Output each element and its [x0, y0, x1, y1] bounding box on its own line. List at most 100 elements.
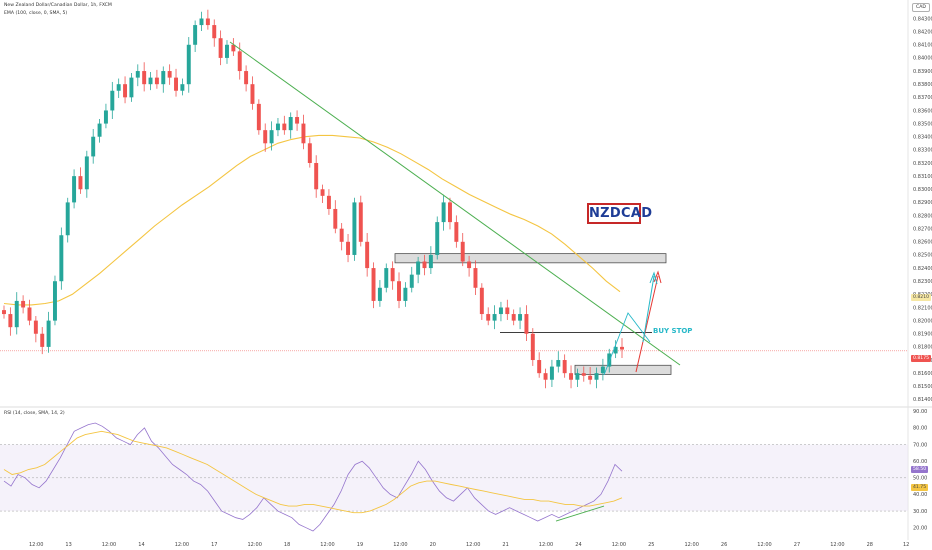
candle-body [180, 84, 185, 91]
buy-stop-label: BUY STOP [653, 327, 693, 335]
price-tick-label: 0.82600 [913, 240, 932, 246]
time-tick-label: 14 [138, 542, 144, 548]
price-tick-label: 0.82100 [913, 305, 932, 311]
price-tick-label: 0.84100 [913, 43, 932, 49]
candle-body [275, 123, 280, 131]
candle-body [193, 25, 198, 45]
candle-body [135, 71, 140, 78]
symbol-title: New Zealand Dollar/Canadian Dollar, 1h, … [4, 3, 112, 8]
candle-body [212, 25, 217, 39]
time-tick-label: 12:00 [466, 542, 480, 548]
candle-body [371, 268, 376, 301]
time-tick-label: 24 [575, 542, 581, 548]
rsi-box-value: 58.50 [911, 466, 929, 473]
candle-body [562, 360, 567, 374]
candle-body [59, 235, 64, 282]
price-tick-label: 0.83400 [913, 135, 932, 141]
candle-body [492, 314, 497, 321]
time-tick-label: 26 [721, 542, 727, 548]
candle-body [511, 314, 516, 321]
price-tick-label: 0.83000 [913, 187, 932, 193]
rsi-line [3, 422, 623, 532]
price-tick-label: 0.83600 [913, 108, 932, 114]
ema-line [3, 134, 621, 306]
candle-body [263, 130, 268, 144]
candle-body [282, 123, 287, 131]
price-tick-label: 0.84200 [913, 29, 932, 35]
candle-body [486, 314, 491, 321]
candle-body [530, 333, 535, 361]
price-tick-label: 0.84300 [913, 16, 932, 22]
candle-body [97, 123, 102, 137]
candle-body [326, 195, 331, 209]
candle-body [620, 346, 624, 350]
candle-body [301, 123, 306, 144]
candle-body [110, 90, 115, 111]
candle-body [231, 44, 236, 52]
candle-body [72, 176, 77, 203]
candle-body [225, 44, 229, 58]
price-tick-label: 0.81600 [913, 371, 932, 377]
candle-body [244, 71, 249, 85]
rsi-box-ma: 41.75 [911, 484, 929, 491]
candle-body [91, 136, 96, 157]
candle-body [65, 202, 70, 236]
ema-indicator-label: EMA (100, close, 0, SMA, 5) [4, 11, 68, 16]
price-tick-label: 0.83500 [913, 121, 932, 127]
time-tick-label: 12:00 [685, 542, 699, 548]
time-tick-label: 12:00 [29, 542, 43, 548]
candle-body [384, 268, 389, 288]
candle-body [167, 71, 172, 78]
time-tick-label: 12:00 [248, 542, 262, 548]
candle-body [314, 162, 319, 190]
rsi-tick-label: 80.00 [913, 426, 927, 432]
bullish-arrow-cyan [642, 275, 655, 343]
candle-body [428, 254, 433, 269]
rsi-tick-label: 30.00 [913, 509, 927, 515]
rsi-tick-label: 20.00 [913, 525, 927, 531]
price-tick-label: 0.82000 [913, 318, 932, 324]
time-tick-label: 28 [867, 542, 873, 548]
price-tick-label: 0.82700 [913, 226, 932, 232]
rsi-tick-label: 60.00 [913, 459, 927, 465]
time-tick-label: 17 [211, 542, 217, 548]
candle-body [199, 18, 204, 26]
rsi-tick-label: 40.00 [913, 492, 927, 498]
candle-body [403, 287, 408, 301]
candle-body [358, 202, 363, 242]
candle-body [333, 208, 338, 229]
time-tick-label: 12:00 [830, 542, 844, 548]
candle-body [27, 307, 32, 321]
candle-body [46, 320, 51, 347]
candle-body [588, 375, 593, 380]
candle-body [473, 268, 478, 288]
candle-body [103, 110, 108, 124]
price-tick-label: 0.81800 [913, 345, 932, 351]
price-tick-label: 0.81400 [913, 397, 932, 403]
time-tick-label: 25 [648, 542, 654, 548]
candle-body [320, 189, 325, 196]
candle-body [467, 261, 472, 269]
candle-body [21, 300, 26, 308]
time-tick-label: 18 [284, 542, 290, 548]
candle-body [14, 300, 19, 328]
downtrend-line [229, 41, 681, 366]
candle-body [600, 366, 605, 374]
candle-body [288, 117, 293, 131]
candle-body [460, 241, 465, 262]
time-tick-label: 12:00 [175, 542, 189, 548]
candle-body [129, 77, 134, 98]
candle-body [556, 360, 561, 367]
projection-path [603, 312, 651, 376]
candle-body [441, 202, 446, 223]
candle-body [498, 307, 503, 315]
candle-body [409, 274, 414, 288]
price-tick-label: 0.82800 [913, 213, 932, 219]
candle-body [435, 222, 440, 255]
support-resistance-zone [574, 364, 672, 375]
candle-body [543, 373, 548, 380]
time-tick-label: 13 [65, 542, 71, 548]
candle-body [549, 366, 554, 380]
currency-badge[interactable]: CAD [912, 3, 930, 12]
